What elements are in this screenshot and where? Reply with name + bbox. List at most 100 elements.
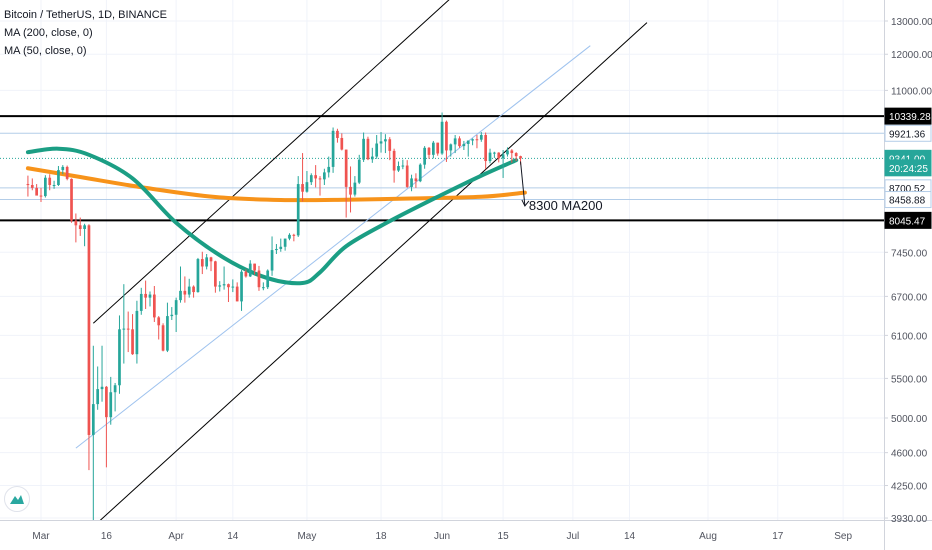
x-axis-background xyxy=(0,520,932,550)
x-axis[interactable]: Mar 16 Apr 14 May 18 Jun 15 Jul 14 Aug 17 Sep xyxy=(32,531,852,542)
y-tick-label: 7450.00 xyxy=(891,248,928,259)
candle-body xyxy=(427,147,431,155)
channel-middle-line[interactable] xyxy=(75,45,591,449)
y-tick-label: 11000.00 xyxy=(891,86,932,97)
candle-body xyxy=(423,147,426,165)
x-tick-label: Sep xyxy=(834,531,852,542)
price-label: 20:24:25 xyxy=(889,164,928,175)
candle-body xyxy=(292,234,296,236)
candle-body xyxy=(161,325,165,351)
channel-lower-line[interactable] xyxy=(92,22,648,527)
price-label-box xyxy=(884,159,932,177)
symbol-title[interactable]: Bitcoin / TetherUS, 1D, BINANCE xyxy=(4,9,168,21)
candle-body xyxy=(366,138,370,160)
candle-body xyxy=(379,141,383,144)
candle-body xyxy=(283,238,287,247)
y-axis-background xyxy=(884,0,932,550)
candle-body xyxy=(410,178,413,187)
candle-body xyxy=(397,166,400,171)
candle-body xyxy=(288,234,291,239)
ma200-indicator-label[interactable]: MA (200, close, 0) xyxy=(4,27,93,39)
ma50-indicator-label[interactable]: MA (50, close, 0) xyxy=(4,45,87,57)
candle-body xyxy=(327,166,331,173)
channel-upper-line[interactable] xyxy=(92,0,647,324)
candle-body xyxy=(235,286,239,302)
candle-body xyxy=(74,220,78,226)
candle-body xyxy=(462,143,466,147)
candle-body xyxy=(514,153,518,157)
candle-body xyxy=(152,294,156,318)
candle-body xyxy=(375,143,379,157)
candle-body xyxy=(336,130,339,138)
y-axis[interactable]: 15000.0013000.0012000.0011000.007450.006… xyxy=(884,0,932,525)
candle-body xyxy=(453,138,457,145)
price-label: 10339.28 xyxy=(889,112,931,123)
candle-body xyxy=(174,300,178,315)
candle-body xyxy=(510,150,514,154)
candle-body xyxy=(261,287,265,289)
annotation-label[interactable]: 8300 MA200 xyxy=(529,198,603,213)
annotation[interactable]: 8300 MA200 xyxy=(520,161,603,213)
candle-body xyxy=(449,144,453,151)
chart-legend: Bitcoin / TetherUS, 1D, BINANCE MA (200,… xyxy=(4,6,167,60)
candle-body xyxy=(214,261,217,287)
x-tick-label: 15 xyxy=(498,531,510,542)
annotation-arrow[interactable] xyxy=(520,161,526,206)
candle-body xyxy=(100,386,104,390)
candle-body xyxy=(497,152,501,159)
y-tick-label: 4600.00 xyxy=(891,449,928,460)
y-tick-label: 6700.00 xyxy=(891,292,928,303)
candle-body xyxy=(309,175,313,183)
candle-body xyxy=(353,182,357,195)
annotation-arrowhead xyxy=(521,199,530,207)
candle-body xyxy=(131,329,134,355)
candle-body xyxy=(362,138,365,160)
ma50-line xyxy=(25,146,519,286)
y-tick-label: 12000.00 xyxy=(891,50,932,61)
x-tick-label: 14 xyxy=(624,531,636,542)
candle-body xyxy=(218,285,222,287)
x-tick-label: Apr xyxy=(168,531,184,542)
candle-body xyxy=(187,286,191,295)
candle-body xyxy=(65,166,69,179)
candle-body xyxy=(401,165,405,167)
candle-body xyxy=(83,225,86,229)
candle-body xyxy=(248,263,252,277)
candle-body xyxy=(440,121,444,154)
x-tick-label: Jun xyxy=(434,531,450,542)
ma200-line xyxy=(25,166,527,203)
candle-body xyxy=(91,404,95,435)
price-label: 8458.88 xyxy=(889,196,926,207)
y-tick-label: 5000.00 xyxy=(891,414,928,425)
candles xyxy=(26,112,522,535)
price-label-box xyxy=(884,211,932,229)
candle-body xyxy=(78,225,82,229)
candle-body xyxy=(344,149,348,187)
candle-body xyxy=(519,156,522,159)
trend-channel[interactable] xyxy=(75,0,648,527)
tradingview-logo-icon[interactable] xyxy=(4,486,30,512)
y-tick-label: 4250.00 xyxy=(891,482,928,493)
grid xyxy=(0,0,884,520)
candle-body xyxy=(349,186,352,195)
candle-body xyxy=(479,135,483,140)
candle-body xyxy=(39,195,43,197)
candle-body xyxy=(35,187,38,196)
candle-body xyxy=(166,316,169,351)
candle-body xyxy=(30,185,34,188)
y-tick-label: 5500.00 xyxy=(891,374,928,385)
candle-body xyxy=(275,248,278,251)
candle-body xyxy=(52,185,56,187)
price-label-box xyxy=(884,191,932,209)
candle-body xyxy=(209,257,213,262)
candle-body xyxy=(506,150,509,155)
candle-body xyxy=(314,175,317,179)
candle-body xyxy=(301,184,304,192)
ma200-curve xyxy=(25,166,527,203)
x-tick-label: 18 xyxy=(375,531,387,542)
candle-body xyxy=(105,386,108,418)
candle-body xyxy=(418,164,422,182)
candle-body xyxy=(122,328,126,330)
candle-body xyxy=(44,177,47,197)
